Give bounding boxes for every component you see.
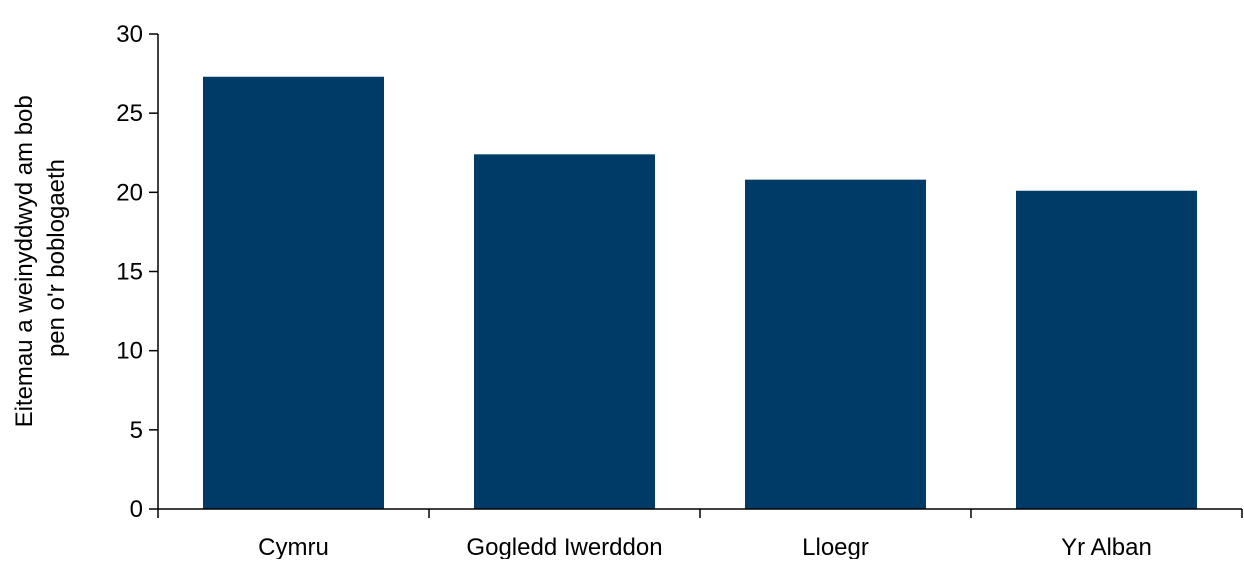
x-tick-label: Yr Alban (1061, 534, 1152, 559)
y-tick-label: 30 (116, 21, 143, 48)
bar-yr-alban (1015, 190, 1198, 509)
y-tick-label: 5 (130, 417, 143, 444)
y-tick-label: 10 (116, 338, 143, 365)
y-tick-label: 25 (116, 100, 143, 127)
bar-cymru (202, 76, 385, 509)
y-axis-title-line-2: pen o'r boblogaeth (43, 159, 70, 357)
x-tick-label: Cymru (258, 534, 329, 559)
y-tick-label: 15 (116, 259, 143, 286)
ticks-layer (149, 33, 1243, 518)
y-tick-label: 20 (116, 179, 143, 206)
y-axis-title: Eitemau a weinyddwyd am bob pen o'r bobl… (11, 89, 70, 428)
y-axis-title-line-1: Eitemau a weinyddwyd am bob (11, 95, 38, 427)
x-tick-label: Gogledd Iwerddon (466, 534, 662, 559)
bar-lloegr (744, 179, 927, 509)
bar-gogledd-iwerddon (473, 154, 656, 510)
bars-layer (202, 76, 1198, 510)
y-tick-label: 0 (130, 496, 143, 523)
labels-layer: Cymru Gogledd Iwerddon Lloegr Yr Alban 0 5 10 1… (116, 21, 1152, 561)
x-tick-label: Lloegr (802, 534, 869, 559)
